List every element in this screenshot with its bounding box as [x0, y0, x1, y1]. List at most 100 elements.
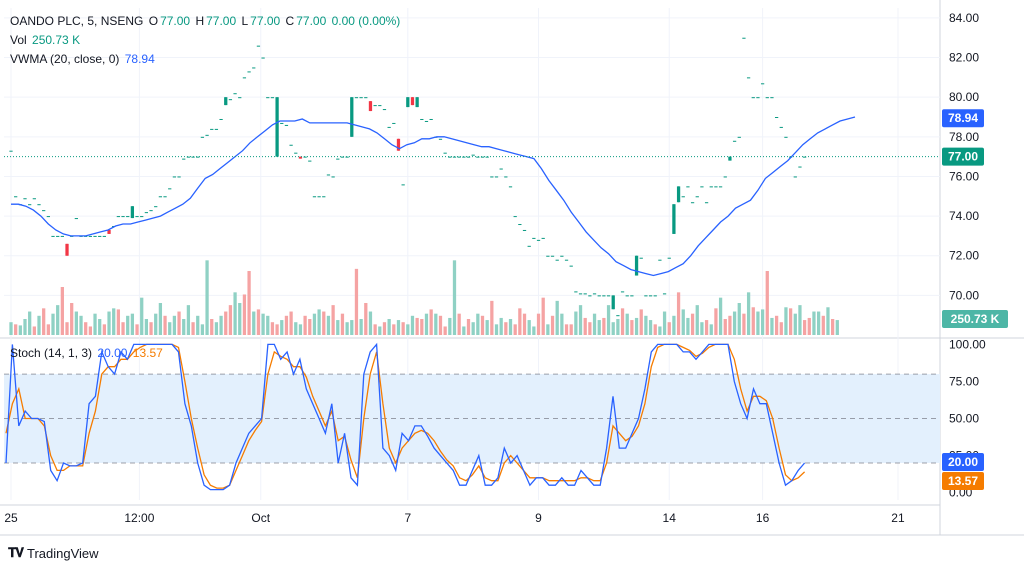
volume-bar — [466, 319, 471, 335]
candle-body — [130, 206, 135, 219]
candle-body — [42, 210, 46, 212]
volume-bar — [672, 315, 676, 335]
candle-body — [163, 196, 167, 198]
volume-bar — [774, 315, 779, 335]
vwma-value: 78.94 — [124, 52, 155, 66]
vwma-legend: VWMA (20, close, 0) 78.94 — [10, 50, 157, 68]
volume-bar — [345, 322, 349, 335]
volume-bar — [121, 322, 125, 335]
volume-bar — [653, 324, 657, 335]
volume-bar — [289, 311, 293, 335]
candle-body — [392, 122, 396, 124]
volume-bar — [51, 313, 55, 335]
candle-body — [714, 186, 718, 188]
price-tick-label: 84.00 — [949, 11, 979, 25]
stoch-badge-label: 20.00 — [948, 455, 978, 469]
volume-bar — [438, 315, 443, 335]
volume-bar — [555, 300, 559, 335]
volume-bar — [210, 319, 214, 335]
volume-bar — [298, 324, 303, 335]
candle-body — [140, 216, 144, 218]
volume-bar — [168, 322, 172, 335]
candle-body — [23, 198, 27, 200]
volume-bar — [499, 317, 503, 335]
candle-body — [709, 186, 713, 188]
volume-bar — [639, 309, 643, 335]
volume-bar — [527, 320, 531, 335]
volume-bar — [65, 322, 69, 335]
volume-bar — [784, 307, 788, 335]
tradingview-logo[interactable]: 𝐓𝐕 TradingView — [8, 545, 99, 561]
volume-bar — [676, 292, 681, 335]
candle-body — [219, 118, 223, 120]
volume-bar — [560, 313, 564, 335]
volume-bar — [471, 322, 475, 335]
volume-bar — [284, 315, 289, 335]
volume-bar — [238, 303, 242, 335]
volume-bar — [634, 317, 639, 335]
volume-bar — [681, 309, 685, 335]
price-legend: OANDO PLC, 5, NSENG O 77.00 H 77.00 L 77.00… — [10, 12, 402, 30]
volume-bar — [60, 287, 64, 335]
candle-body — [499, 168, 503, 170]
candle-body — [466, 156, 471, 158]
candle-body — [98, 235, 102, 237]
stoch-line — [5, 342, 806, 491]
candle-body — [625, 295, 629, 297]
candle-body — [364, 97, 368, 99]
candle-body — [378, 105, 382, 107]
volume-bar — [126, 315, 130, 335]
candle-body — [312, 196, 317, 198]
candle-body — [527, 245, 531, 247]
volume-bar — [116, 309, 121, 335]
volume-bar — [788, 308, 793, 335]
vwma-line — [11, 116, 856, 277]
candle-body — [406, 97, 410, 108]
volume-bar — [149, 322, 153, 335]
volume-bar — [107, 311, 111, 335]
volume-bar — [303, 315, 307, 335]
time-tick-label: 7 — [404, 511, 411, 525]
stoch-k-value: 20.00 — [97, 346, 128, 360]
candle-body — [373, 105, 377, 107]
volume-bar — [387, 319, 391, 335]
candle-body — [560, 255, 564, 257]
volume-bar — [163, 315, 167, 335]
candle-body — [102, 235, 107, 237]
volume-bar — [779, 322, 783, 335]
candle-body — [630, 295, 634, 297]
time-tick-label: 21 — [891, 511, 905, 525]
volume-bar — [616, 319, 620, 335]
volume-bar — [182, 319, 186, 335]
high-value: 77.00 — [206, 14, 237, 28]
candle-body — [415, 97, 419, 108]
volume-bar — [364, 303, 368, 335]
volume-bar — [266, 315, 270, 335]
volume-bar — [602, 317, 606, 335]
candle-body — [574, 291, 578, 293]
brand-name: TradingView — [27, 545, 99, 561]
volume-bar — [392, 324, 396, 335]
candle-body — [284, 124, 289, 126]
volume-bar — [532, 326, 536, 335]
stoch-legend: Stoch (14, 1, 3) 20.00 13.57 — [10, 344, 165, 362]
candle-body — [718, 186, 723, 188]
volume-bar — [807, 317, 811, 335]
candle-body — [359, 97, 363, 99]
candle-body — [798, 166, 802, 168]
volume-bar — [350, 320, 354, 335]
candle-body — [116, 216, 121, 218]
candle-body — [331, 176, 335, 178]
candle-body — [695, 196, 699, 198]
candle-body — [135, 216, 139, 218]
volume-bar — [420, 319, 424, 335]
volume-bar — [457, 313, 461, 335]
candle-body — [564, 259, 569, 261]
candle-body — [280, 122, 284, 124]
volume-bar — [102, 324, 107, 335]
volume-bar — [326, 315, 331, 335]
volume-bar — [424, 313, 429, 335]
candle-body — [672, 204, 676, 234]
volume-bar — [541, 297, 545, 335]
